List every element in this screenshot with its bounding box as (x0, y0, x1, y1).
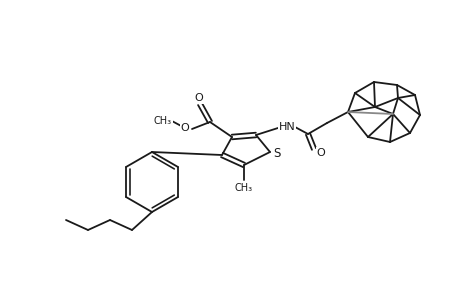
Text: HN: HN (278, 122, 295, 132)
Text: CH₃: CH₃ (235, 183, 252, 193)
Text: CH₃: CH₃ (154, 116, 172, 126)
Text: S: S (273, 146, 280, 160)
Text: O: O (194, 93, 203, 103)
Text: O: O (316, 148, 325, 158)
Text: O: O (180, 123, 189, 133)
